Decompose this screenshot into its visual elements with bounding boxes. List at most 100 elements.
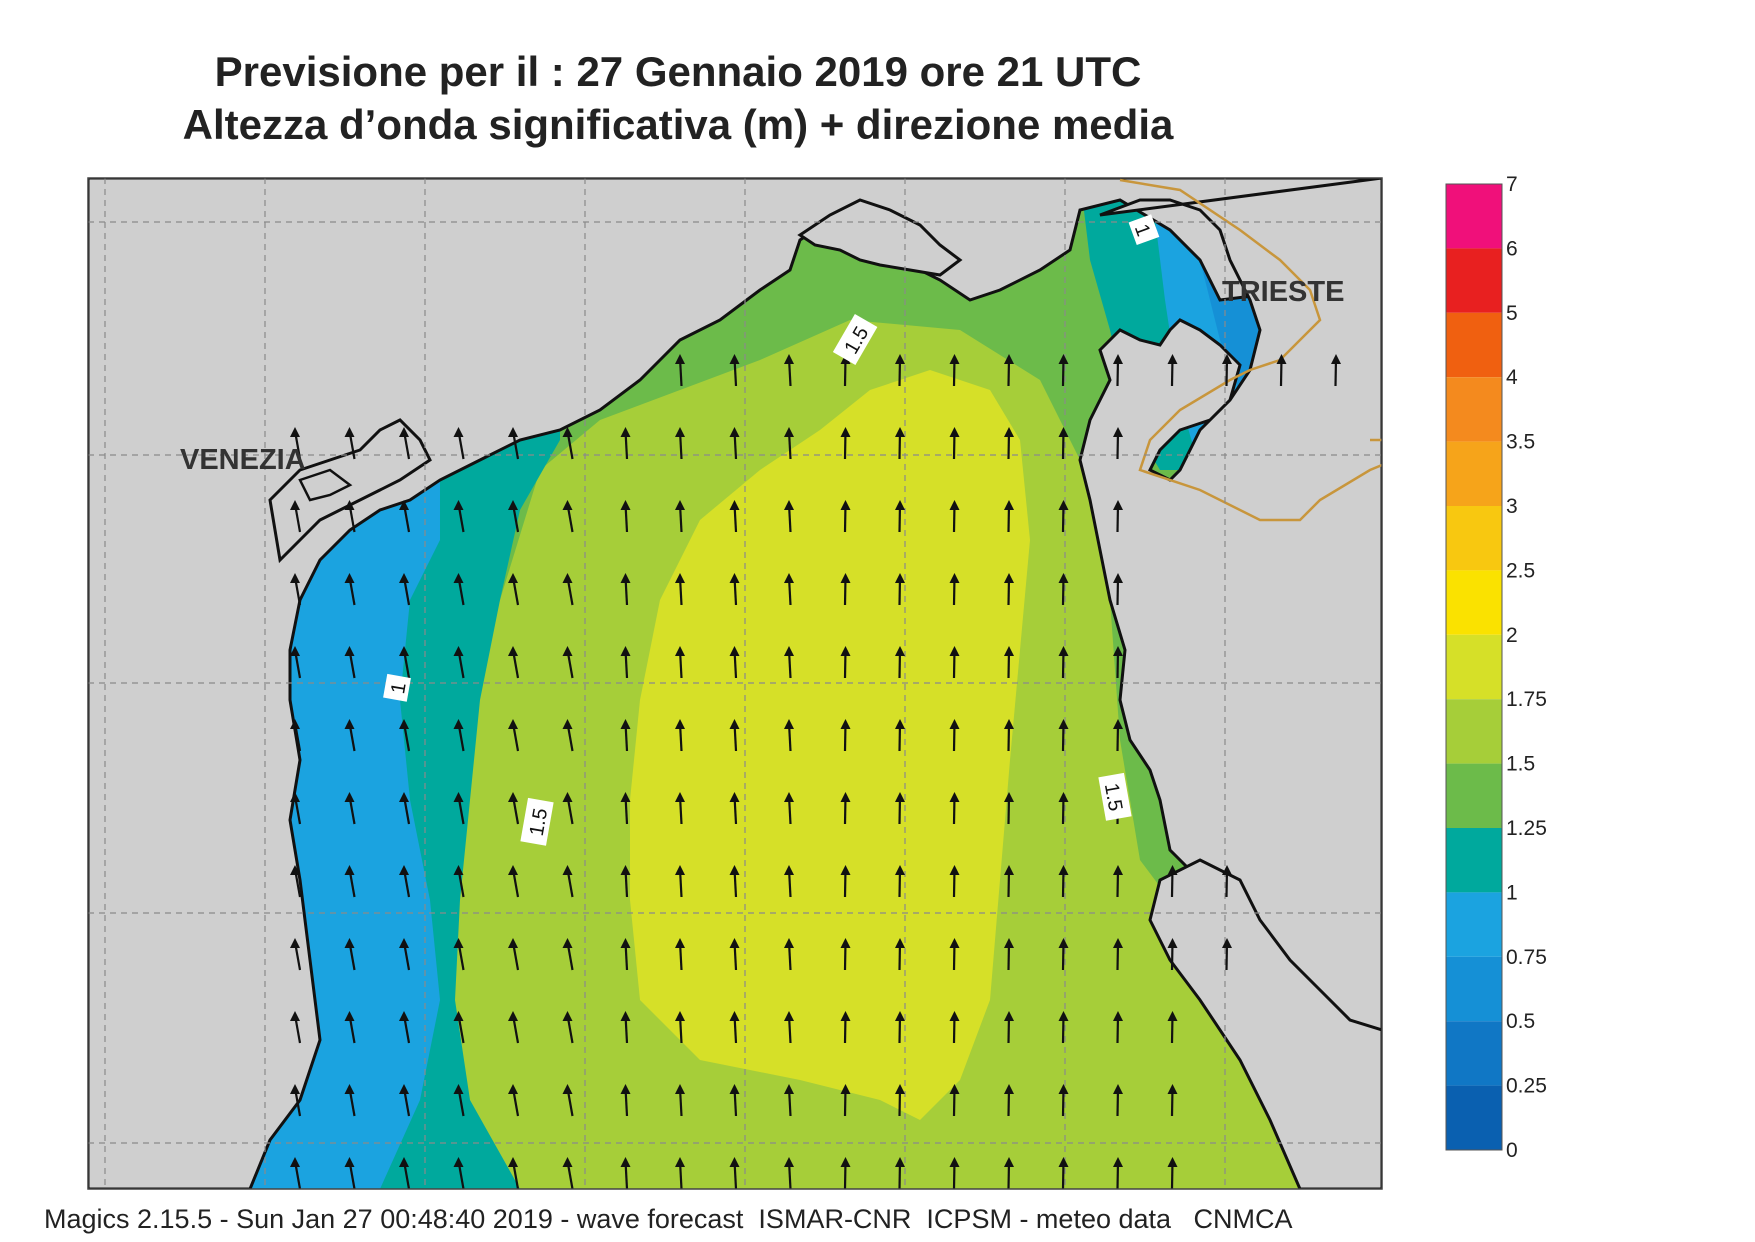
wave-direction-arrow [1113, 427, 1123, 460]
wave-direction-arrow [562, 646, 574, 679]
wave-direction-arrow [1113, 573, 1123, 606]
wave-direction-arrow [1004, 354, 1014, 387]
wave-direction-arrow [784, 354, 794, 387]
colorbar-swatch [1446, 956, 1502, 1022]
wave-direction-arrow [1058, 938, 1069, 971]
wave-direction-arrow [1058, 1011, 1069, 1044]
wave-direction-arrow [344, 719, 356, 752]
wave-direction-arrow [620, 938, 631, 971]
wave-direction-arrow [1167, 354, 1178, 387]
wave-direction-arrow [290, 865, 302, 898]
land-southeast [1148, 858, 1382, 1189]
wave-direction-arrow [1222, 354, 1232, 387]
wave-direction-arrow [620, 646, 631, 679]
wave-direction-arrow [895, 573, 905, 606]
place-label-venezia: VENEZIA [180, 444, 306, 476]
wave-direction-arrow [675, 427, 685, 460]
wave-direction-arrow [729, 427, 740, 460]
wave-direction-arrow [1004, 1011, 1014, 1044]
wave-direction-arrow [508, 792, 520, 825]
wave-direction-arrow [675, 938, 685, 971]
wave-direction-arrow [784, 500, 794, 533]
colorbar-swatch [1446, 248, 1502, 313]
wave-direction-arrow [729, 1011, 740, 1044]
wave-direction-arrow [675, 792, 685, 825]
wave-direction-arrow [1113, 646, 1123, 679]
wave-direction-arrow [949, 500, 960, 533]
wave-direction-arrow [784, 573, 794, 606]
wave-direction-arrow [399, 1084, 411, 1117]
wave-direction-arrow [290, 1011, 302, 1044]
wave-direction-arrow [344, 427, 356, 460]
wave-direction-arrow [729, 573, 740, 606]
wave-direction-arrow [675, 1157, 685, 1189]
wave-direction-arrow [290, 1157, 302, 1189]
wave-direction-arrow [344, 1157, 356, 1189]
colorbar-swatch [1446, 377, 1502, 442]
wave-direction-arrow [1276, 354, 1287, 387]
wave-direction-arrow [729, 719, 740, 752]
wave-direction-arrow [895, 500, 905, 533]
grid-lines [88, 178, 1382, 1189]
wave-direction-arrow [290, 573, 302, 606]
wave-direction-arrow [675, 719, 685, 752]
wave-direction-arrow [1058, 865, 1069, 898]
wave-direction-arrow [949, 1011, 960, 1044]
wave-direction-arrow [399, 500, 411, 533]
colorbar-label: 6 [1506, 237, 1518, 260]
colorbar-label: 0.25 [1506, 1075, 1547, 1098]
wave-direction-arrow [508, 427, 520, 460]
wave-direction-arrow [508, 1011, 520, 1044]
wave-direction-arrow [453, 719, 465, 752]
wave-direction-arrow [1004, 719, 1014, 752]
wave-direction-arrow [1004, 427, 1014, 460]
wave-direction-arrow [453, 865, 465, 898]
border-line [1119, 178, 1382, 522]
wave-direction-arrow [895, 792, 905, 825]
wave-direction-arrow [508, 500, 520, 533]
wave-direction-arrow [453, 427, 465, 460]
wave-direction-arrow [620, 573, 631, 606]
wave-direction-arrow [620, 427, 631, 460]
colorbar-swatch [1446, 312, 1502, 378]
wave-direction-arrow [895, 1011, 905, 1044]
place-label-trieste: TRIESTE [1222, 276, 1344, 308]
wave-direction-arrow [1113, 865, 1123, 898]
wave-direction-arrow [840, 1084, 851, 1117]
wave-direction-arrow [508, 1157, 520, 1189]
wave-direction-arrow [1058, 719, 1069, 752]
wave-direction-arrow [508, 573, 520, 606]
wave-direction-arrow [1058, 354, 1069, 387]
contour-label-text: 1 [387, 681, 411, 696]
wave-direction-arrow [344, 1084, 356, 1117]
wave-direction-arrow [399, 792, 411, 825]
wave-direction-arrow [729, 500, 740, 533]
wave-direction-arrow [949, 573, 960, 606]
colorbar-swatch [1446, 892, 1502, 957]
wave-direction-arrow [784, 792, 794, 825]
wave-direction-arrow [895, 865, 905, 898]
wave-direction-arrow [562, 500, 574, 533]
wave-band-1-75 [630, 370, 1030, 1120]
wave-direction-arrow [290, 427, 302, 460]
wave-direction-arrow [399, 1011, 411, 1044]
colorbar-label: 7 [1506, 173, 1518, 196]
wave-direction-arrow [729, 792, 740, 825]
wave-direction-arrow [675, 646, 685, 679]
wave-direction-arrow [675, 354, 685, 387]
colorbar-swatch [1446, 699, 1502, 764]
wave-direction-arrow [562, 792, 574, 825]
colorbar-label: 0 [1506, 1139, 1518, 1162]
wave-direction-arrow [840, 719, 851, 752]
colorbar-label: 1.25 [1506, 817, 1547, 840]
wave-direction-arrow [453, 1157, 465, 1189]
wave-direction-arrow [344, 865, 356, 898]
wave-direction-arrow [453, 500, 465, 533]
wave-direction-arrow [949, 646, 960, 679]
wave-direction-arrow [620, 1157, 631, 1189]
wave-direction-arrow [1113, 719, 1123, 752]
wave-direction-arrow [840, 792, 851, 825]
wave-direction-arrow [1113, 354, 1123, 387]
wave-direction-arrow [344, 646, 356, 679]
